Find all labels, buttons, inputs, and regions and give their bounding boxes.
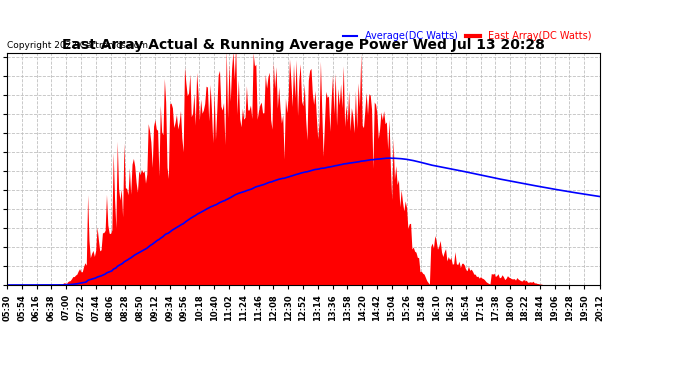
Title: East Array Actual & Running Average Power Wed Jul 13 20:28: East Array Actual & Running Average Powe… — [62, 39, 545, 53]
Text: Copyright 2022 Cartronics.com: Copyright 2022 Cartronics.com — [7, 41, 148, 50]
Legend: Average(DC Watts), East Array(DC Watts): Average(DC Watts), East Array(DC Watts) — [339, 27, 595, 45]
